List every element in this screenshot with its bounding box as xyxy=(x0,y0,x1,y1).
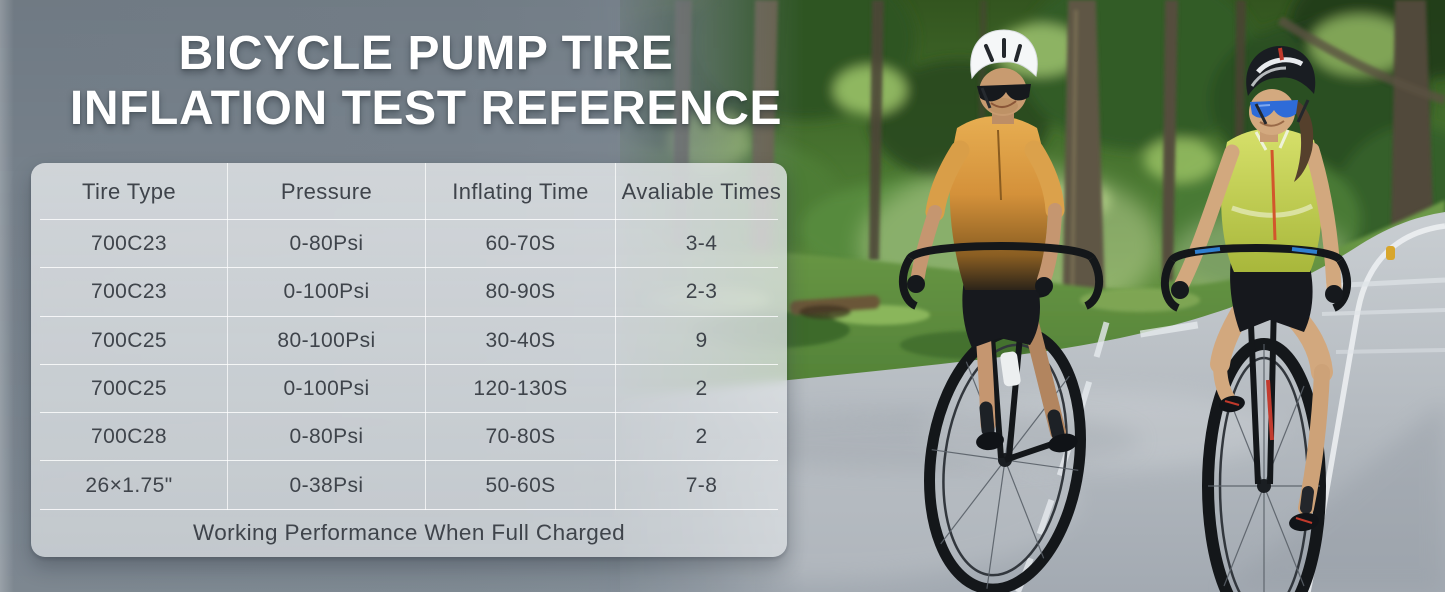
table-cell: 0-80Psi xyxy=(227,413,425,462)
header-inflating-time: Inflating Time xyxy=(425,163,615,220)
table-cell: 0-100Psi xyxy=(227,268,425,317)
table-cell: 2 xyxy=(615,364,787,414)
header-avaliable-times: Avaliable Times xyxy=(615,163,787,220)
female-cyclist-illustration xyxy=(1160,46,1352,592)
table-row: 26×1.75" 0-38Psi 50-60S 7-8 xyxy=(31,461,787,511)
table-cell: 30-40S xyxy=(425,316,615,365)
table-footer: Working Performance When Full Charged xyxy=(31,510,787,557)
table-cell: 700C25 xyxy=(91,328,167,352)
black-helmet xyxy=(1246,46,1316,96)
table-cell: 700C23 xyxy=(91,280,167,304)
sunglasses-dark xyxy=(977,84,1031,102)
title-line-2: INFLATION TEST REFERENCE xyxy=(69,82,783,135)
table-row: 700C25 80-100Psi 30-40S 9 xyxy=(31,316,787,366)
water-bottle xyxy=(1000,351,1021,387)
table-cell: 0-80Psi xyxy=(227,220,425,269)
left-edge-highlight xyxy=(0,0,14,592)
table-cell: 2 xyxy=(615,413,787,462)
table-cell: 2-3 xyxy=(615,268,787,317)
table-cell: 80-100Psi xyxy=(227,316,425,365)
table-cell: 700C23 xyxy=(91,232,167,256)
table-cell: 120-130S xyxy=(425,364,615,414)
table-cell: 9 xyxy=(615,316,787,365)
table-cell: 80-90S xyxy=(425,268,615,317)
table-cell: 700C25 xyxy=(91,377,167,401)
table-footer-label: Working Performance When Full Charged xyxy=(192,520,626,546)
table-cell: 26×1.75" xyxy=(85,473,173,497)
table-cell: 60-70S xyxy=(425,220,615,269)
table-cell: 7-8 xyxy=(615,461,787,510)
table-cell: 0-100Psi xyxy=(227,364,425,414)
table-cell: 700C28 xyxy=(91,425,167,449)
header-tire-type: Tire Type xyxy=(81,178,177,204)
table-cell: 70-80S xyxy=(425,413,615,462)
page-title: BICYCLE PUMP TIRE INFLATION TEST REFEREN… xyxy=(30,26,822,136)
yellow-hydrant xyxy=(1386,246,1395,260)
table-cell: 0-38Psi xyxy=(227,461,425,510)
header-pressure: Pressure xyxy=(227,163,425,220)
table-cell: 50-60S xyxy=(425,461,615,510)
inflation-reference-table: Tire Type Pressure Inflating Time Avalia… xyxy=(31,163,787,557)
table-row: 700C25 0-100Psi 120-130S 2 xyxy=(31,364,787,414)
table-row: 700C23 0-100Psi 80-90S 2-3 xyxy=(31,268,787,317)
table-header-row: Tire Type Pressure Inflating Time Avalia… xyxy=(31,163,787,220)
table-row: 700C28 0-80Psi 70-80S 2 xyxy=(31,413,787,462)
male-cyclist-illustration xyxy=(898,29,1104,592)
table-row: 700C23 0-80Psi 60-70S 3-4 xyxy=(31,220,787,269)
table-cell: 3-4 xyxy=(615,220,787,269)
title-line-1: BICYCLE PUMP TIRE xyxy=(178,27,674,80)
